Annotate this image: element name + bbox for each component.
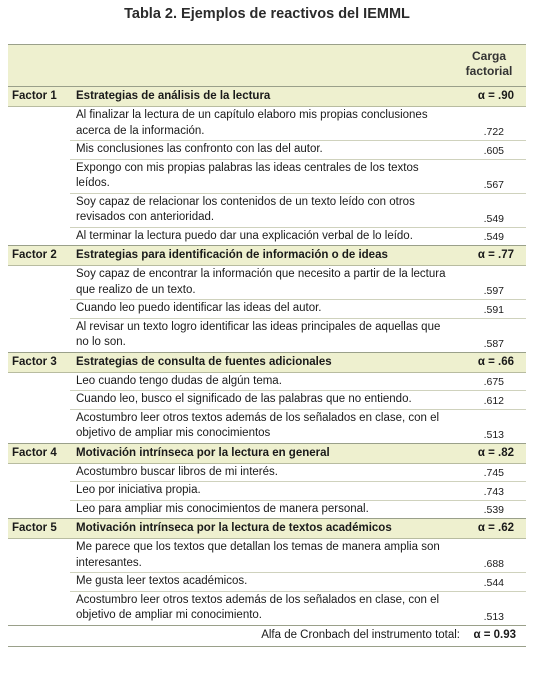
item-text: Mis conclusiones las confronto con las d…: [76, 143, 323, 155]
total-row: Alfa de Cronbach del instrumento total: …: [8, 624, 526, 647]
item-text: Acostumbro buscar libros de mi interés.: [76, 465, 278, 478]
item-loading: .743: [483, 485, 504, 498]
carga-header-line1: Carga: [471, 49, 506, 63]
factor-row: Factor 4 Motivación intrínseca por la lec…: [8, 443, 526, 464]
total-alpha: α = 0.93: [473, 628, 516, 641]
total-label: Alfa de Cronbach del instrumento total:: [261, 628, 460, 641]
item-text: Leo cuando tengo dudas de algún tema.: [76, 374, 282, 387]
factor-name: Motivación intrínseca por la lectura en …: [76, 446, 330, 459]
carga-factorial-header: Carga factorial: [460, 49, 518, 79]
item-text: Al finalizar la lectura de un capítulo e…: [76, 109, 428, 137]
item-loading: .567: [483, 178, 504, 191]
factor-alpha: α = .62: [477, 522, 514, 534]
item-row: Leo por iniciativa propia. .743: [70, 482, 526, 501]
item-row: Cuando leo puedo identificar las ideas d…: [70, 300, 526, 319]
item-text: Acostumbro leer otros textos además de l…: [76, 411, 440, 440]
item-text: Acostumbro leer otros textos además de l…: [76, 593, 440, 622]
item-text: Me parece que los textos que detallan lo…: [76, 541, 440, 569]
item-text: Leo para ampliar mis conocimientos de ma…: [76, 502, 369, 515]
factor-name: Estrategias para identificación de infor…: [76, 249, 388, 261]
factor-group: Factor 3 Estrategias de consulta de fuent…: [8, 351, 526, 443]
table-title: Tabla 2. Ejemplos de reactivos del IEMML: [124, 6, 410, 22]
factor-group: Factor 4 Motivación intrínseca por la lec…: [8, 442, 526, 519]
item-row: Soy capaz de encontrar la información qu…: [70, 266, 526, 300]
item-loading: .675: [483, 376, 504, 388]
factor-label: Factor 5: [12, 522, 57, 534]
item-row: Me parece que los textos que detallan lo…: [70, 539, 526, 573]
factor-name: Estrategias de consulta de fuentes adici…: [76, 355, 332, 368]
factor-name: Estrategias de análisis de la lectura: [76, 90, 271, 102]
item-text: Soy capaz de relacionar los contenidos d…: [76, 195, 415, 224]
factor-row: Factor 2 Estrategias para identificación …: [8, 246, 526, 266]
factor-row: Factor 5 Motivación intrínseca por la lec…: [8, 519, 526, 539]
item-row: Acostumbro leer otros textos además de l…: [70, 592, 526, 625]
item-row: Al revisar un texto logro identificar la…: [70, 319, 526, 352]
item-text: Expongo con mis propias palabras las ide…: [76, 161, 419, 190]
item-row: Soy capaz de relacionar los contenidos d…: [70, 194, 526, 228]
item-loading: .722: [483, 126, 504, 138]
item-text: Leo por iniciativa propia.: [76, 484, 201, 496]
items-table: Carga factorial Factor 1 Estrategias de a…: [8, 44, 526, 647]
factor-groups: Factor 1 Estrategias de análisis de la le…: [8, 87, 526, 625]
factor-alpha: α = .82: [477, 446, 514, 459]
factor-group: Factor 2 Estrategias para identificación …: [8, 245, 526, 352]
item-row: Mis conclusiones las confronto con las d…: [70, 141, 526, 160]
factor-row: Factor 3 Estrategias de consulta de fuent…: [8, 352, 526, 373]
item-loading: .587: [483, 337, 504, 350]
carga-header-line2: factorial: [465, 64, 513, 78]
factor-row: Factor 1 Estrategias de análisis de la le…: [8, 87, 526, 107]
item-text: Cuando leo puedo identificar las ideas d…: [76, 302, 322, 314]
item-text: Me gusta leer textos académicos.: [76, 575, 248, 587]
item-row: Al finalizar la lectura de un capítulo e…: [70, 107, 526, 141]
item-loading: .513: [483, 610, 504, 623]
item-row: Cuando leo, busco el significado de las …: [70, 391, 526, 410]
item-loading: .549: [483, 231, 504, 243]
factor-alpha: α = .66: [477, 355, 514, 368]
item-text: Cuando leo, busco el significado de las …: [76, 393, 412, 405]
item-loading: .591: [483, 303, 504, 316]
factor-label: Factor 4: [12, 446, 57, 459]
item-loading: .688: [483, 558, 504, 570]
factor-label: Factor 1: [12, 90, 57, 102]
item-row: Acostumbro leer otros textos además de l…: [70, 410, 526, 443]
item-loading: .605: [483, 144, 504, 157]
item-loading: .612: [483, 394, 504, 407]
item-row: Acostumbro buscar libros de mi interés..…: [70, 464, 526, 482]
item-text: Al terminar la lectura puedo dar una exp…: [76, 229, 413, 242]
item-row: Al terminar la lectura puedo dar una exp…: [70, 228, 526, 246]
item-loading: .549: [483, 212, 504, 225]
item-loading: .544: [483, 576, 504, 589]
item-loading: .539: [483, 504, 504, 516]
item-loading: .597: [483, 285, 504, 297]
factor-alpha: α = .77: [477, 249, 514, 261]
item-text: Soy capaz de encontrar la información qu…: [76, 268, 446, 296]
item-row: Me gusta leer textos académicos. .544: [70, 573, 526, 592]
factor-label: Factor 2: [12, 249, 57, 261]
item-loading: .745: [483, 467, 504, 479]
item-text: Al revisar un texto logro identificar la…: [76, 320, 441, 349]
item-row: Leo para ampliar mis conocimientos de ma…: [70, 501, 526, 519]
factor-group: Factor 5 Motivación intrínseca por la lec…: [8, 518, 526, 625]
factor-alpha: α = .90: [477, 90, 514, 102]
factor-group: Factor 1 Estrategias de análisis de la le…: [8, 87, 526, 245]
factor-label: Factor 3: [12, 355, 57, 368]
item-loading: .513: [483, 428, 504, 441]
table-header: Carga factorial: [8, 44, 526, 87]
item-row: Expongo con mis propias palabras las ide…: [70, 160, 526, 194]
factor-name: Motivación intrínseca por la lectura de …: [76, 522, 392, 534]
item-row: Leo cuando tengo dudas de algún tema. .67…: [70, 373, 526, 391]
